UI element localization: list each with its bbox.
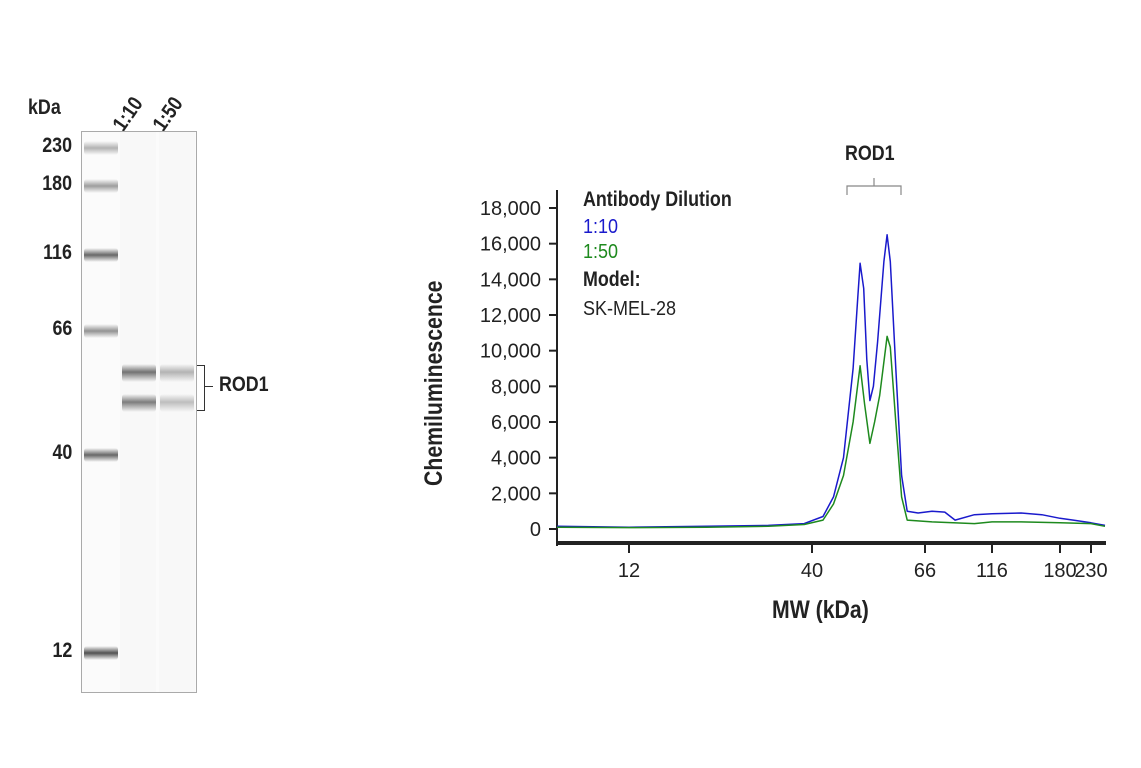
series-line-1-50 xyxy=(556,335,1106,529)
y-tick-label: 4,000 xyxy=(491,448,541,470)
y-tick-label: 18,000 xyxy=(480,198,541,220)
model-value: SK-MEL-28 xyxy=(583,298,677,320)
rod1-blot-label: ROD1 xyxy=(219,373,269,396)
ladder-label-66: 66 xyxy=(52,317,72,340)
legend-item-1-50: 1:50 xyxy=(583,241,619,263)
ladder-label-116: 116 xyxy=(43,241,72,264)
x-tick-label: 230 xyxy=(1074,560,1107,582)
y-tick-label: 2,000 xyxy=(491,483,541,505)
ladder-label-12: 12 xyxy=(52,639,72,662)
ladder-band-40 xyxy=(84,448,118,462)
rod1-chart-label: ROD1 xyxy=(845,142,895,165)
model-label: Model: xyxy=(583,268,641,291)
ladder-band-66 xyxy=(84,324,118,338)
x-tick-label: 40 xyxy=(801,560,823,582)
y-tick-label: 6,000 xyxy=(491,412,541,434)
sample-band xyxy=(160,394,194,412)
x-tick-label: 66 xyxy=(914,560,936,582)
sample-band xyxy=(160,364,194,382)
lane-2 xyxy=(159,132,195,692)
y-axis-label: Chemiluminescence xyxy=(420,280,448,486)
legend-title: Antibody Dilution xyxy=(583,188,732,211)
x-axis-label: MW (kDa) xyxy=(772,596,869,624)
y-tick-label: 14,000 xyxy=(480,269,541,291)
ladder-label-40: 40 xyxy=(52,441,72,464)
y-tick-label: 8,000 xyxy=(491,376,541,398)
sample-band xyxy=(122,394,156,412)
rod1-chart-bracket xyxy=(846,178,902,195)
ladder-label-180: 180 xyxy=(42,172,72,195)
rod1-bracket xyxy=(197,365,205,411)
ladder-label-230: 230 xyxy=(42,134,72,157)
ladder-band-230 xyxy=(84,141,118,155)
ladder-band-116 xyxy=(84,248,118,262)
x-tick-label: 116 xyxy=(976,560,1008,582)
rod1-tick xyxy=(205,386,213,387)
lane-1 xyxy=(120,132,156,692)
blot-image xyxy=(81,131,197,693)
y-tick-label: 0 xyxy=(530,519,541,541)
y-tick-label: 16,000 xyxy=(480,234,541,256)
x-tick-label: 12 xyxy=(618,560,640,582)
sample-band xyxy=(122,364,156,382)
legend-item-1-10: 1:10 xyxy=(583,216,619,238)
kda-label: kDa xyxy=(28,96,61,119)
y-tick-label: 10,000 xyxy=(480,341,541,363)
x-tick-label: 180 xyxy=(1043,560,1076,582)
y-tick-label: 12,000 xyxy=(480,305,541,327)
series-line-1-10 xyxy=(556,234,1106,528)
ladder-band-180 xyxy=(84,179,118,193)
ladder-band-12 xyxy=(84,646,118,660)
